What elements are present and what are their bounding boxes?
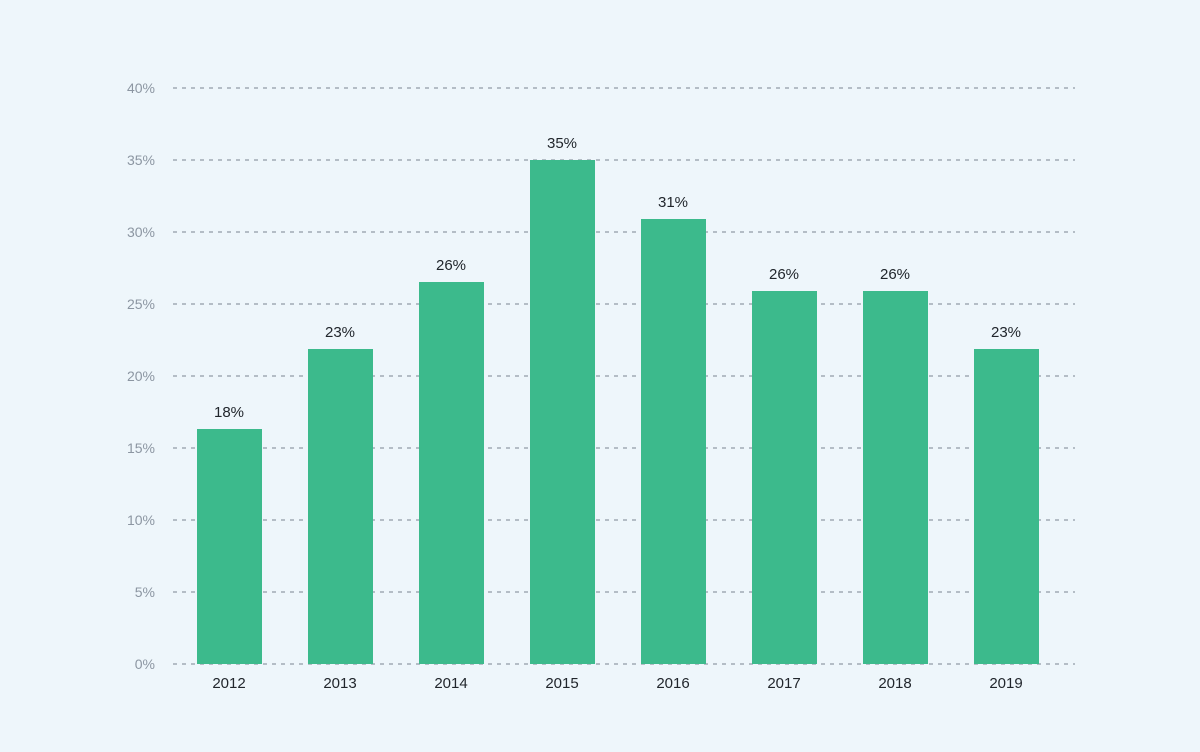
gridline-30% [173, 231, 1075, 233]
y-axis-tick-label: 15% [126, 440, 155, 456]
bar-value-label-2017: 26% [768, 266, 800, 284]
gridline-15% [173, 447, 1075, 449]
bar-value-label-2018: 26% [879, 266, 911, 284]
bar-value-label-2014: 26% [435, 257, 467, 275]
x-axis-tick-label-2016: 2016 [656, 675, 690, 692]
gridline-5% [173, 591, 1075, 593]
bar-value-label-2012: 18% [213, 404, 245, 422]
gridline-0% [173, 663, 1075, 665]
gridline-20% [173, 375, 1075, 377]
x-axis-tick-label-2017: 2017 [767, 675, 801, 692]
y-axis-tick-label: 10% [126, 512, 155, 528]
bar-2014 [418, 282, 484, 664]
bar-2016 [640, 219, 706, 664]
x-axis-tick-label-2018: 2018 [878, 675, 912, 692]
x-axis-tick-label-2019: 2019 [989, 675, 1023, 692]
y-axis-tick-label: 30% [126, 224, 155, 240]
gridline-10% [173, 519, 1075, 521]
gridline-35% [173, 159, 1075, 161]
gridline-25% [173, 303, 1075, 305]
bar-2018 [862, 291, 928, 664]
bar-2019 [973, 348, 1039, 664]
bar-value-label-2019: 23% [990, 323, 1022, 341]
bar-value-label-2015: 35% [546, 135, 578, 152]
bar-2015 [529, 160, 595, 664]
x-axis-tick-label-2013: 2013 [323, 675, 357, 692]
x-axis-tick-label-2015: 2015 [545, 675, 579, 692]
y-axis-tick-label: 35% [126, 152, 155, 168]
y-axis-tick-label: 0% [134, 656, 155, 672]
x-axis-tick-label-2012: 2012 [212, 675, 246, 692]
bar-value-label-2013: 23% [324, 323, 356, 341]
y-axis-tick-label: 5% [134, 584, 155, 600]
bar-2012 [196, 429, 262, 664]
bar-value-label-2016: 31% [657, 194, 689, 212]
y-axis-tick-label: 40% [126, 80, 155, 96]
bar-2013 [307, 348, 373, 664]
x-axis-tick-label-2014: 2014 [434, 675, 468, 692]
y-axis-tick-label: 25% [126, 296, 155, 312]
bar-2017 [751, 291, 817, 664]
y-axis-tick-label: 20% [126, 368, 155, 384]
gridline-40% [173, 87, 1075, 89]
